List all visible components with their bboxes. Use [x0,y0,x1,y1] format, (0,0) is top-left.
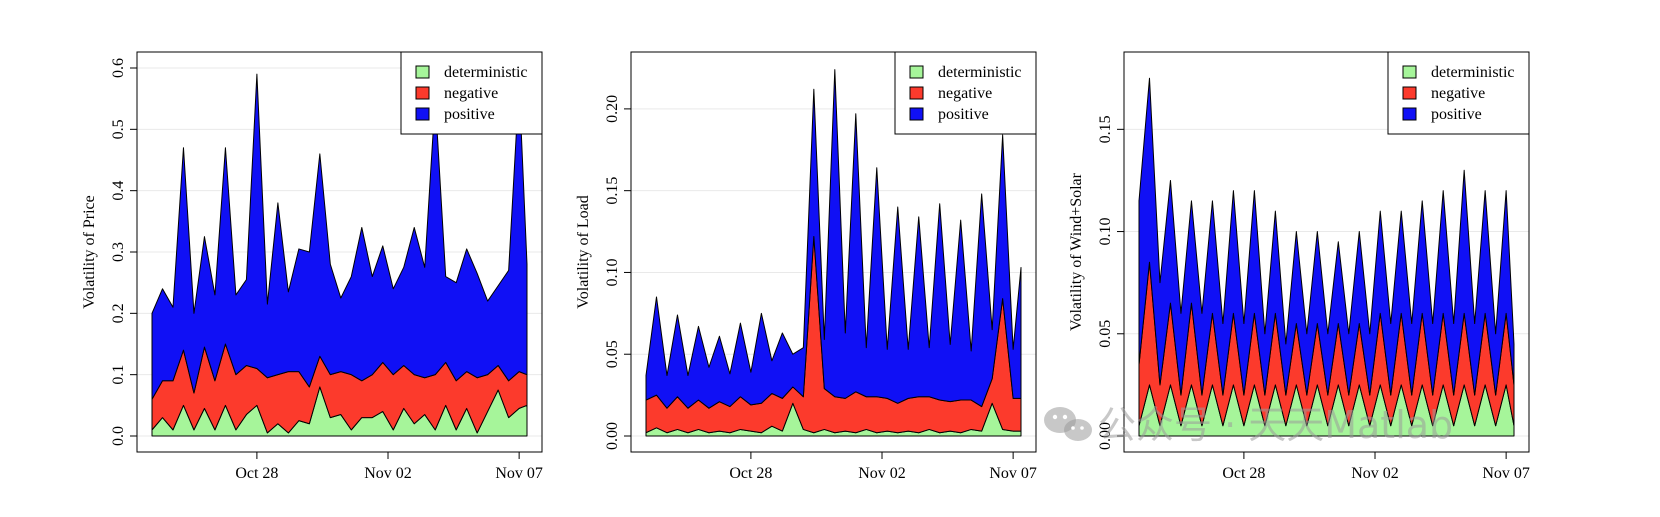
y-tick-label: 0.15 [604,177,621,205]
y-tick-label: 0.05 [604,340,621,368]
legend-swatch-negative [415,86,430,100]
chart-panel-wind-solar: 0.00 0.05 0.10 0.15 Oct 28 Nov 02 Nov 07 Volati… [1068,51,1530,482]
legend-swatch-negative [1402,86,1417,100]
x-tick-label: Oct 28 [729,465,772,482]
chart-panel-load: 0.00 0.05 0.10 0.15 0.20 Oct 28 Nov 02 Nov 07 Vo… [575,51,1037,482]
plot-frame [1123,51,1530,453]
y-tick-label: 0.3 [110,242,127,262]
legend-swatch-negative [909,86,924,100]
y-tick-label: 0.6 [110,58,127,78]
x-tick-label: Nov 07 [989,465,1037,482]
x-tick-label: Nov 02 [1351,465,1399,482]
plot-frame [630,51,1037,453]
watermark: 公众号 · 天天Matlab [1044,403,1453,447]
legend-label-deterministic: deterministic [444,64,528,81]
y-tick-label: 0.10 [604,258,621,286]
y-tick-label: 0.0 [110,426,127,446]
y-tick-label: 0.5 [110,119,127,139]
y-tick-label: 0.4 [110,181,127,201]
legend-label-positive: positive [1431,106,1482,123]
legend-swatch-positive [415,107,430,121]
legend-swatch-deterministic [415,65,430,79]
y-tick-label: 0.00 [1097,422,1114,450]
watermark-text: 公众号 · 天天Matlab [1098,403,1453,447]
wechat-icon [1044,407,1092,441]
y-tick-label: 0.2 [110,303,127,323]
legend-label-deterministic: deterministic [1431,64,1515,81]
y-tick-label: 0.00 [604,422,621,450]
y-tick-label: 0.1 [110,365,127,385]
legend-label-positive: positive [938,106,989,123]
legend-label-deterministic: deterministic [938,64,1022,81]
legend-label-negative: negative [444,85,498,102]
legend-label-negative: negative [938,85,992,102]
y-axis-label: Volatility of Wind+Solar [1068,172,1085,331]
area-positive [645,69,1022,409]
x-tick-label: Nov 07 [495,465,543,482]
x-tick-label: Nov 07 [1482,465,1530,482]
y-axis-label: Volatility of Price [81,195,98,308]
chart-panel-price: 0.0 0.1 0.2 0.3 0.4 0.5 0.6 Oct 28 Nov 02 Nov 07 V… [81,51,543,482]
x-tick-label: Oct 28 [1222,465,1265,482]
y-tick-label: 0.05 [1097,320,1114,348]
legend-swatch-deterministic [909,65,924,79]
x-tick-label: Nov 02 [364,465,412,482]
legend-label-negative: negative [1431,85,1485,102]
y-axis-label: Volatility of Load [575,195,592,308]
x-tick-label: Nov 02 [858,465,906,482]
area-positive [151,73,528,400]
x-tick-label: Oct 28 [235,465,278,482]
area-positive [1138,77,1515,396]
y-tick-label: 0.20 [604,95,621,123]
y-tick-label: 0.15 [1097,115,1114,143]
y-tick-label: 0.10 [1097,218,1114,246]
legend-label-positive: positive [444,106,495,123]
legend-swatch-deterministic [1402,65,1417,79]
legend-swatch-positive [909,107,924,121]
legend-swatch-positive [1402,107,1417,121]
